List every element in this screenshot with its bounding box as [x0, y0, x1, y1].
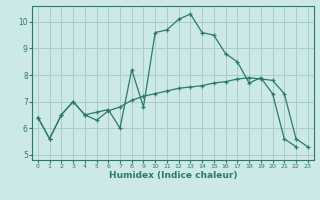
X-axis label: Humidex (Indice chaleur): Humidex (Indice chaleur): [108, 171, 237, 180]
